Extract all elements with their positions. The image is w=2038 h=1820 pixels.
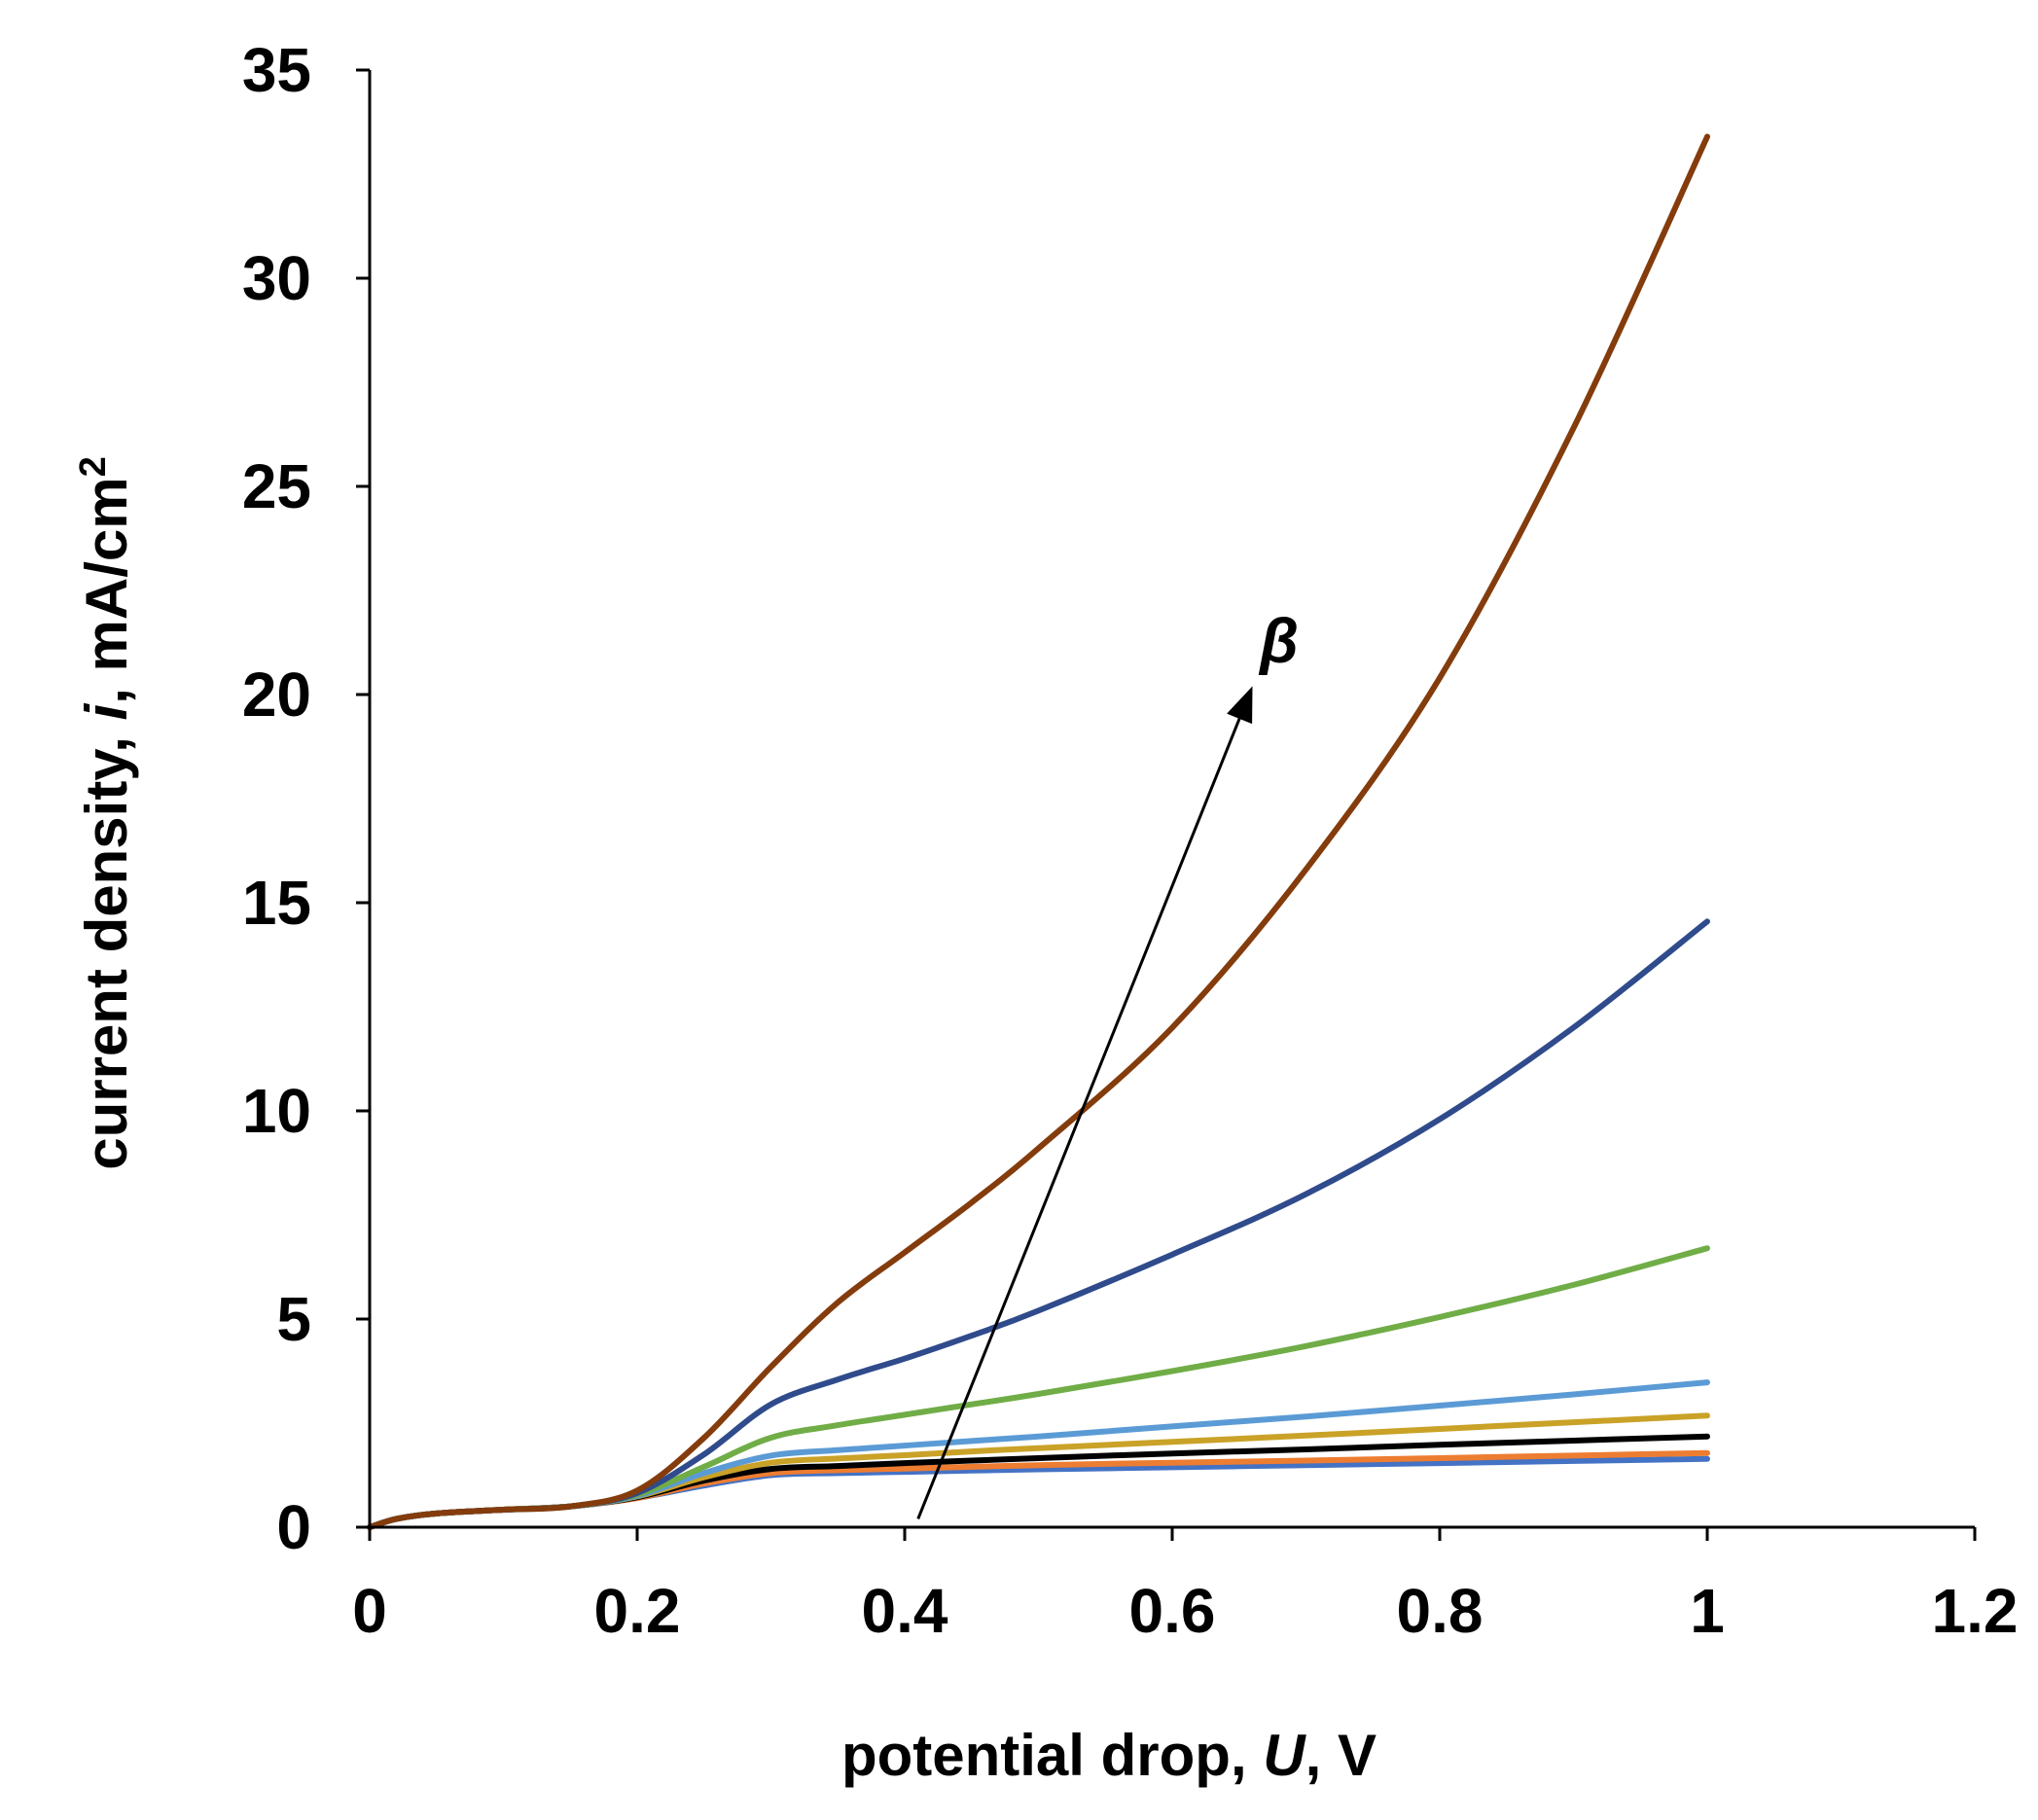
x-tick-label: 0.6: [1129, 1576, 1216, 1646]
beta-annotation: β: [916, 605, 1299, 1519]
y-tick-label: 25: [242, 451, 311, 521]
x-tick-label: 0.2: [594, 1576, 681, 1646]
x-tick-label: 0.8: [1397, 1576, 1484, 1646]
plot-series: [367, 133, 1710, 1530]
beta-label: β: [1258, 605, 1299, 675]
beta-arrow-head: [1227, 686, 1253, 725]
y-tick-label: 15: [242, 868, 311, 938]
x-tick-label: 0.4: [862, 1576, 948, 1646]
axes: [368, 70, 1975, 1529]
tick-marks: [356, 68, 1977, 1541]
y-tick-label: 10: [242, 1076, 311, 1146]
y-axis-title: current density, i, mA/cm2: [73, 456, 139, 1170]
x-tick-label: 0: [352, 1576, 387, 1646]
x-tick-label: 1: [1690, 1576, 1725, 1646]
y-tick-label: 30: [242, 243, 311, 313]
series-line-1: [367, 1455, 1710, 1530]
x-tick-label: 1.2: [1932, 1576, 2019, 1646]
y-tick-label: 0: [276, 1492, 311, 1562]
y-tick-label: 20: [242, 660, 311, 730]
series-line-6: [367, 1245, 1710, 1530]
series-line-8: [367, 133, 1710, 1530]
tick-labels: 0 5 10 15 20 25 30 35 0 0.2 0.4 0.6 0.8 1 1.2: [242, 35, 2019, 1646]
y-tick-label: 5: [276, 1284, 311, 1354]
y-tick-label: 35: [242, 35, 311, 105]
x-axis-title: potential drop, U, V: [841, 1723, 1377, 1788]
beta-arrow-shaft: [916, 718, 1241, 1519]
